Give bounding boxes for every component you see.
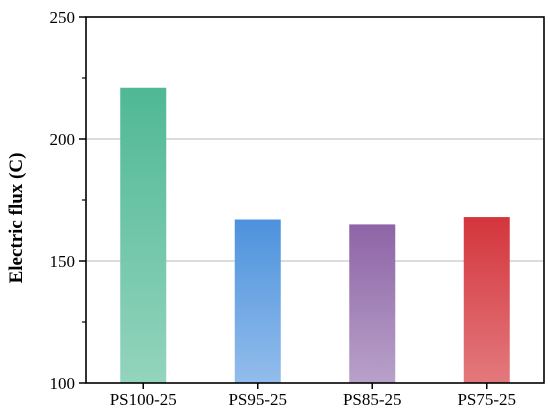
y-axis-title: Electric flux (C) — [6, 153, 27, 284]
y-tick-label: 250 — [50, 8, 76, 27]
y-tick-label: 200 — [50, 130, 76, 149]
bar-ps85-25 — [349, 224, 396, 383]
tick-labels: PS100-25 PS95-25 PS85-25 PS75-25 100 150 200 25… — [50, 8, 517, 409]
x-tick-label: PS100-25 — [110, 390, 177, 409]
bar-ps100-25 — [120, 87, 167, 383]
y-tick-label: 150 — [50, 252, 76, 271]
bars — [120, 87, 510, 383]
bar-ps95-25 — [234, 219, 281, 383]
x-tick-label: PS75-25 — [457, 390, 516, 409]
y-tick-label: 100 — [50, 374, 76, 393]
axes — [79, 16, 545, 389]
x-tick-label: PS95-25 — [228, 390, 287, 409]
x-tick-label: PS85-25 — [343, 390, 402, 409]
bar-ps75-25 — [463, 217, 510, 383]
